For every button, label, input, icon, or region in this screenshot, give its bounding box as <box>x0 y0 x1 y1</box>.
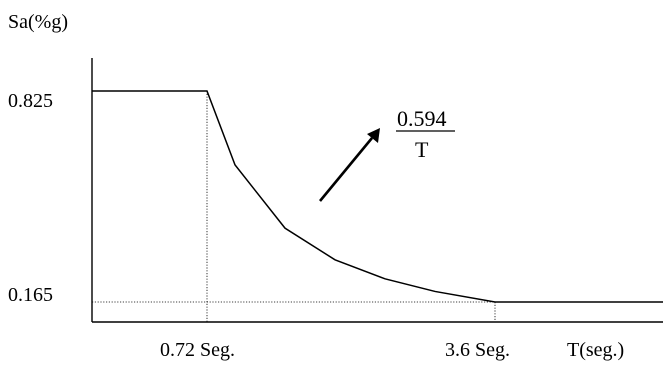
y-tick-0.165: 0.165 <box>8 284 53 306</box>
annotation-arrow <box>318 137 374 202</box>
y-axis-label: Sa(%g) <box>8 11 68 33</box>
annotation-denominator: T <box>415 137 429 162</box>
annotation-numerator: 0.594 <box>397 106 447 131</box>
x-axis-label: T(seg.) <box>567 339 624 361</box>
y-tick-0.825: 0.825 <box>8 90 53 112</box>
x-tick-0.72: 0.72 Seg. <box>160 339 235 361</box>
x-tick-3.6: 3.6 Seg. <box>445 339 510 361</box>
annotation-arrowhead <box>367 128 380 143</box>
spectrum-curve <box>92 90 663 303</box>
